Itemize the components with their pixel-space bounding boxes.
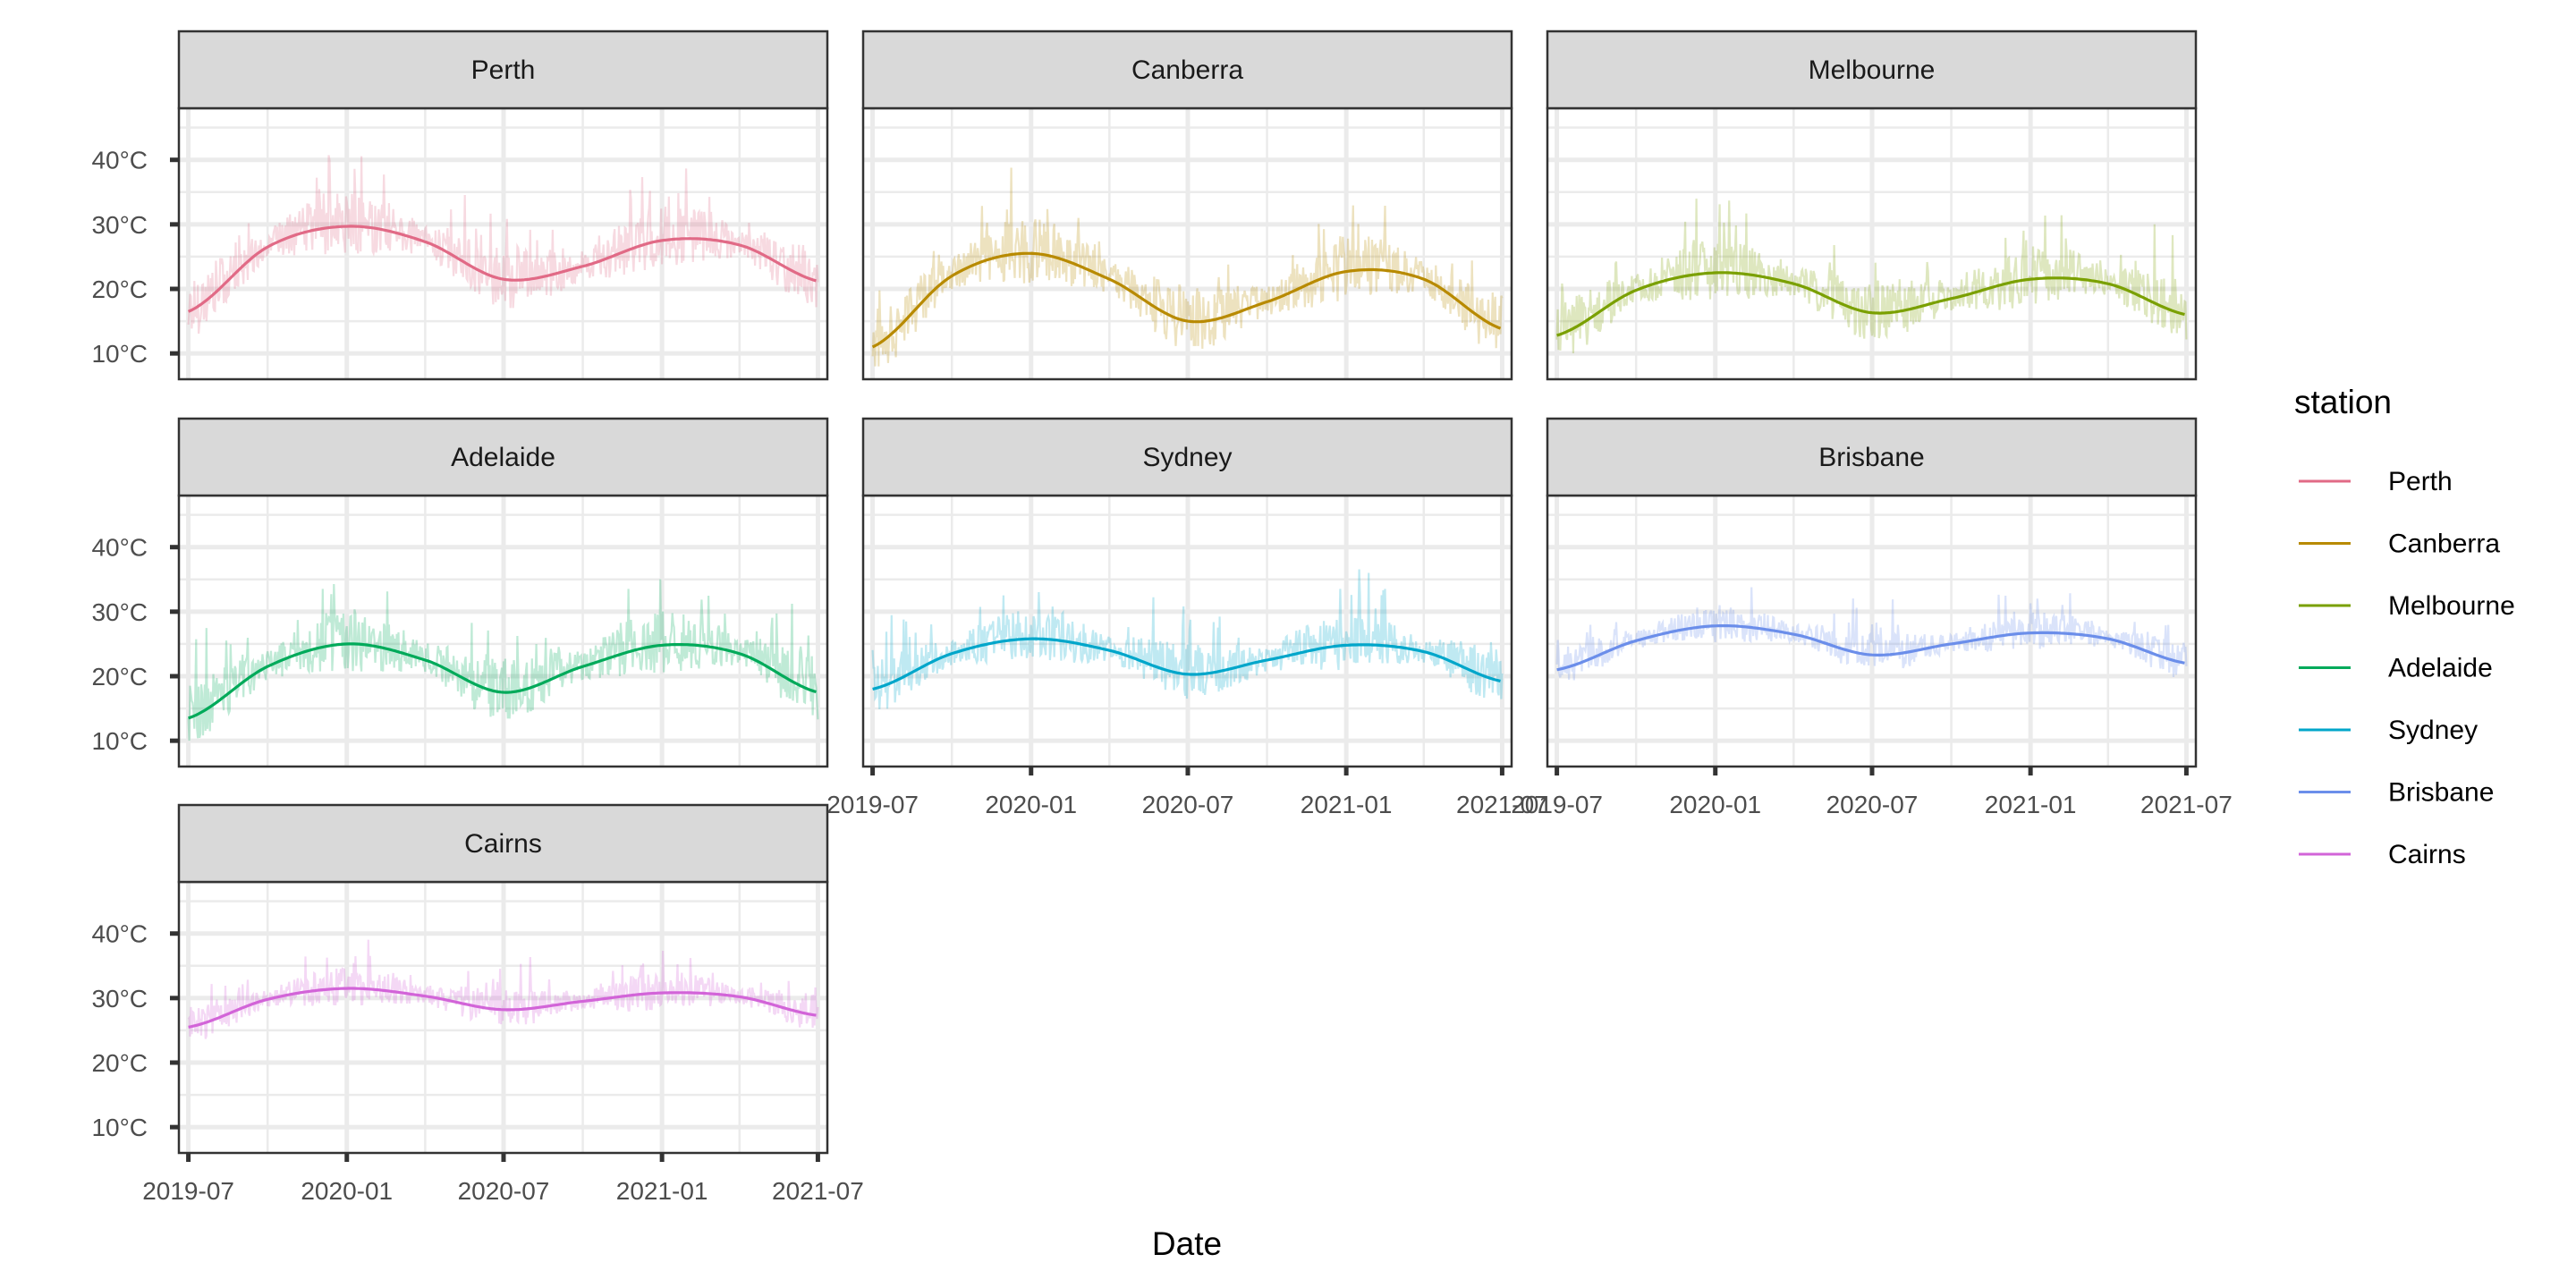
y-tick-label-perth-3: 40°C: [91, 147, 148, 174]
x-axis-title: Date: [1152, 1225, 1222, 1262]
panel-adelaide: Adelaide 10°C 20°C 30°C 40°C: [91, 417, 829, 768]
x-tick-label-sydney-1: 2020-01: [985, 791, 1077, 818]
raw-series-perth: [187, 155, 819, 335]
legend-item-perth: Perth: [2299, 467, 2453, 496]
panel-perth: Perth 10°C 20°C 30°C 40°C: [91, 30, 829, 381]
strip-cairns: [177, 803, 829, 884]
x-tick-label-brisbane-3: 2021-01: [1985, 791, 2077, 818]
trend-line-adelaide: [188, 642, 817, 720]
legend-item-sydney: Sydney: [2299, 716, 2478, 745]
legend-item-cairns: Cairns: [2299, 840, 2466, 869]
x-tick-label-sydney-4: 2021-07: [1456, 791, 1548, 818]
legend-label-melbourne: Melbourne: [2388, 591, 2515, 621]
strip-label-cairns: Cairns: [464, 829, 542, 859]
strip-label-adelaide: Adelaide: [451, 443, 555, 472]
trend-line-perth: [187, 225, 817, 313]
trend-line-canberra: [871, 251, 1502, 349]
strip-adelaide: [177, 417, 829, 497]
raw-series-canberra: [871, 167, 1504, 367]
y-tick-label-perth-2: 30°C: [91, 211, 148, 239]
panel-canberra: Canberra: [861, 30, 1513, 381]
x-tick-label-cairns-4: 2021-07: [772, 1177, 864, 1205]
strip-label-perth: Perth: [471, 55, 536, 85]
trend-line-melbourne: [1556, 271, 2185, 337]
strip-melbourne: [1546, 30, 2198, 110]
strip-label-brisbane: Brisbane: [1818, 443, 1924, 472]
raw-series-adelaide: [187, 579, 819, 741]
strip-brisbane: [1546, 417, 2198, 497]
legend-label-canberra: Canberra: [2388, 530, 2500, 559]
strip-perth: [177, 30, 829, 110]
y-tick-label-adelaide-1: 20°C: [91, 663, 148, 691]
y-tick-label-perth-1: 20°C: [91, 275, 148, 303]
x-tick-label-cairns-0: 2019-07: [142, 1177, 234, 1205]
y-tick-label-adelaide-2: 30°C: [91, 598, 148, 626]
raw-series-brisbane: [1555, 587, 2188, 681]
x-tick-label-brisbane-2: 2020-07: [1826, 791, 1919, 818]
y-tick-label-perth-0: 10°C: [91, 340, 148, 368]
y-tick-label-adelaide-3: 40°C: [91, 534, 148, 562]
legend-label-brisbane: Brisbane: [2388, 778, 2494, 808]
strip-label-melbourne: Melbourne: [1809, 55, 1936, 85]
y-tick-label-cairns-3: 40°C: [91, 920, 148, 948]
x-tick-label-cairns-1: 2020-01: [301, 1177, 393, 1205]
strip-canberra: [861, 30, 1513, 110]
legend-label-sydney: Sydney: [2388, 716, 2478, 745]
legend-label-adelaide: Adelaide: [2388, 654, 2493, 683]
panel-cairns: Cairns 10°C 20°C 30°C 40°C 2019-07 2020-01 2020…: [91, 803, 864, 1205]
panel-melbourne: Melbourne: [1546, 30, 2198, 381]
y-tick-label-adelaide-0: 10°C: [91, 727, 148, 755]
y-tick-label-cairns-0: 10°C: [91, 1114, 148, 1141]
raw-series-sydney: [871, 569, 1504, 710]
legend-item-brisbane: Brisbane: [2299, 778, 2494, 808]
x-tick-label-sydney-3: 2021-01: [1301, 791, 1393, 818]
panel-sydney: Sydney 2019-07 2020-01 2020-07 2021-01 2021-0…: [826, 417, 1548, 818]
legend-item-canberra: Canberra: [2299, 530, 2500, 559]
x-tick-label-brisbane-1: 2020-01: [1669, 791, 1761, 818]
x-tick-label-cairns-3: 2021-01: [616, 1177, 708, 1205]
x-tick-label-brisbane-4: 2021-07: [2140, 791, 2233, 818]
x-tick-label-sydney-0: 2019-07: [826, 791, 919, 818]
strip-label-sydney: Sydney: [1142, 443, 1232, 472]
legend-item-adelaide: Adelaide: [2299, 654, 2493, 683]
legend-label-cairns: Cairns: [2388, 840, 2466, 869]
legend-item-melbourne: Melbourne: [2299, 591, 2515, 621]
y-tick-label-cairns-1: 20°C: [91, 1049, 148, 1077]
panel-brisbane: Brisbane 2019-07 2020-01 2020-07 2021-01 2021…: [1511, 417, 2233, 818]
trend-line-brisbane: [1556, 624, 2185, 672]
y-tick-label-cairns-2: 30°C: [91, 985, 148, 1013]
legend-title: station: [2294, 384, 2392, 420]
x-tick-label-brisbane-0: 2019-07: [1511, 791, 1603, 818]
x-tick-label-cairns-2: 2020-07: [458, 1177, 550, 1205]
legend-label-perth: Perth: [2388, 467, 2453, 496]
legend: station Perth Canberra Melbourne Adelaide Syd…: [2294, 384, 2515, 869]
trend-line-cairns: [188, 987, 817, 1029]
strip-label-canberra: Canberra: [1131, 55, 1243, 85]
x-tick-label-sydney-2: 2020-07: [1142, 791, 1234, 818]
trend-line-sydney: [872, 637, 1501, 691]
strip-sydney: [861, 417, 1513, 497]
